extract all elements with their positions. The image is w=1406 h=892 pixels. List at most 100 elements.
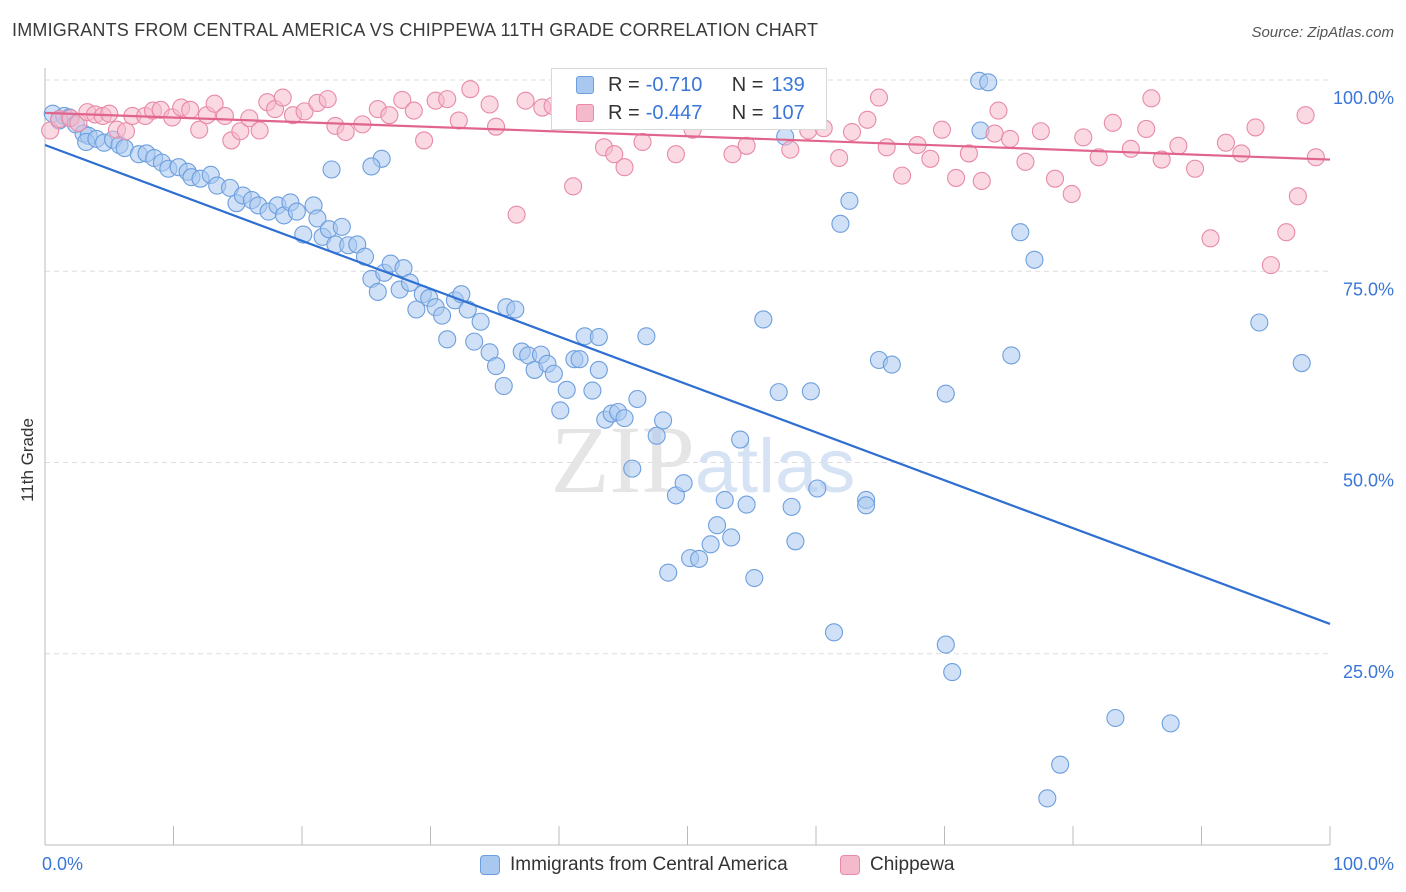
data-point [1137,119,1156,139]
x-tick-label: 100.0% [1333,854,1394,874]
data-point [1277,223,1296,242]
data-point [486,357,506,376]
watermark: ZIPatlas [551,406,856,513]
data-point [1152,150,1171,169]
data-point [781,140,800,159]
data-point [368,282,387,301]
data-point [1074,128,1093,147]
data-point [589,327,608,347]
data-point [936,384,955,403]
data-point [959,144,978,163]
data-point [1031,122,1050,141]
bottom-legend-label: Chippewa [870,854,955,875]
data-point [921,149,940,168]
data-point [690,549,709,568]
legend-swatch-blue [576,76,594,94]
data-point [1121,139,1140,158]
data-point [737,495,756,514]
data-point [465,332,484,351]
legend-row-chippewa: R = -0.447 N = 107 [576,99,805,127]
data-point [769,383,788,402]
y-tick-label: 75.0% [1343,279,1394,299]
legend-row-immigrants: R = -0.710 N = 139 [576,71,805,99]
data-point [882,355,901,374]
source-label: Source: ZipAtlas.com [1251,24,1394,41]
data-point [1045,169,1065,188]
data-point [666,145,685,164]
data-point [181,100,200,119]
y-tick-label: 100.0% [1333,88,1394,108]
data-point [322,160,341,179]
data-point [801,382,820,401]
data-point [731,430,750,449]
data-point [943,663,962,682]
data-point [564,177,583,196]
data-point [972,171,991,191]
data-point [708,516,727,535]
data-point [544,364,563,383]
data-point [1201,229,1220,248]
data-point [308,209,327,228]
data-point [583,381,602,400]
data-point [877,138,896,157]
data-point [516,91,535,110]
data-point [989,101,1008,120]
data-point [287,202,306,221]
data-point [1232,144,1251,163]
legend-r-value: -0.447 [645,101,703,124]
data-point [215,106,234,126]
legend-r-value: -0.710 [645,73,703,96]
data-point [404,101,423,120]
data-point [415,131,434,150]
data-point [637,327,656,346]
data-point [723,145,742,164]
data-point [507,205,526,224]
data-point [1246,118,1265,137]
data-point [674,474,693,493]
data-point [250,121,269,140]
data-point [659,563,678,582]
stats-legend: R = -0.710 N = 139 R = -0.447 N = 107 [551,68,827,130]
data-point [1142,89,1161,108]
bottom-legend-label: Immigrants from Central America [510,854,788,875]
data-point [438,90,457,109]
y-tick-label: 50.0% [1343,471,1394,491]
data-point [824,623,844,642]
legend-r-label: R = [608,101,640,124]
data-point [1002,346,1021,365]
data-point [647,426,666,445]
data-point [1025,250,1044,269]
data-point [1261,256,1280,275]
data-point [701,535,720,554]
legend-swatch-pink [576,104,594,122]
trend-line-chippewa [44,111,1331,161]
data-point [985,124,1004,143]
data-point [615,158,634,177]
data-point [1161,714,1180,733]
data-point [205,94,224,113]
data-point [1062,184,1081,204]
data-point [893,166,912,185]
bottom-legend-immigrants: Immigrants from Central America [480,852,788,878]
data-point [480,95,499,114]
data-point [1038,789,1057,808]
data-point [433,306,452,325]
data-point [722,528,741,547]
bottom-legend-swatch-blue [480,855,500,875]
data-point [1186,159,1205,178]
data-point [332,217,351,236]
data-point [100,104,119,123]
data-point [633,132,652,152]
data-point [947,168,966,187]
data-point [318,90,337,109]
data-point [932,120,951,139]
trend-line-immigrants [44,143,1331,625]
data-point [1051,755,1070,774]
data-point [628,389,647,409]
data-point [605,145,624,164]
series-immigrants-points [43,71,1311,808]
legend-n-value: 107 [771,101,805,124]
data-point [557,380,576,399]
data-point [858,110,877,129]
